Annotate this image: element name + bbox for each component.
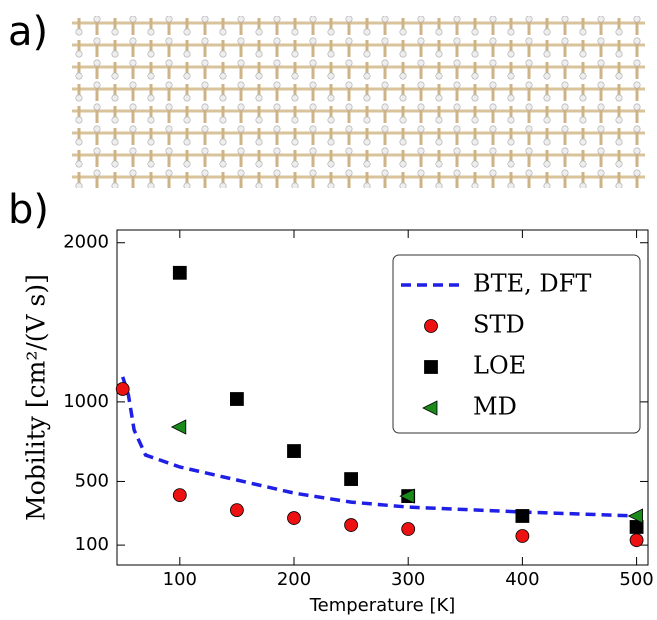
data-point — [170, 419, 187, 435]
panel-label: a) — [8, 9, 48, 55]
x-tick-label: 300 — [391, 569, 425, 590]
legend-box — [392, 254, 641, 434]
x-tick-label: 200 — [277, 569, 311, 590]
data-point — [627, 508, 643, 524]
plot: 100 200 300 400 500 100 500 1000 2000 Temperature… — [22, 229, 654, 616]
data-point — [629, 533, 644, 548]
structure-image — [72, 16, 645, 188]
x-tick-label: 500 — [619, 569, 653, 590]
data-point — [230, 503, 244, 517]
legend-label: MD — [473, 393, 517, 421]
legend-label: BTE, DFT — [473, 270, 591, 298]
data-point — [515, 529, 530, 543]
data-point — [172, 265, 187, 280]
data-point — [172, 488, 187, 503]
legend-marker — [424, 360, 438, 374]
plot-frame — [116, 229, 649, 566]
legend-marker — [424, 319, 438, 333]
data-point — [401, 522, 416, 536]
data-point — [399, 488, 415, 504]
legend-label: STD — [473, 311, 525, 339]
y-tick-label: 100 — [75, 534, 109, 555]
data-point — [344, 518, 358, 532]
x-tick-label: 100 — [163, 569, 197, 590]
legend-marker — [422, 400, 438, 416]
y-tick-label: 500 — [75, 470, 109, 491]
x-axis-title: Temperature [K] — [309, 595, 456, 616]
legend-label: LOE — [473, 352, 526, 380]
data-point — [629, 520, 644, 534]
y-tick-label: 2000 — [63, 232, 109, 253]
x-tick-label: 400 — [505, 569, 539, 590]
y-axis-title: Mobility [cm²/(V s)] — [22, 274, 51, 521]
data-line — [121, 376, 637, 518]
y-tick-label: 1000 — [63, 391, 109, 412]
data-point — [344, 472, 358, 486]
data-point — [287, 444, 301, 458]
data-point — [230, 392, 244, 406]
data-point — [287, 511, 301, 525]
data-point — [515, 509, 530, 523]
data-point — [115, 382, 130, 396]
panel-label: b) — [8, 187, 49, 233]
